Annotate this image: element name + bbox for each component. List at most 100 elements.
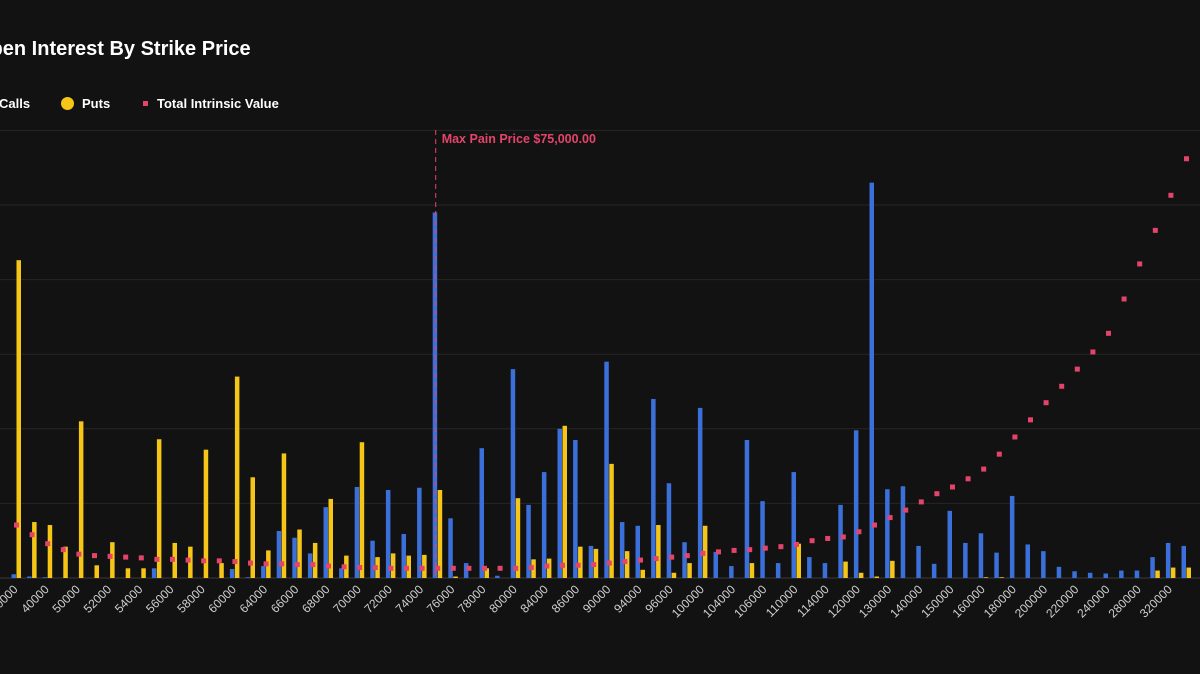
puts-bar <box>94 565 99 578</box>
calls-bar <box>1150 557 1155 578</box>
calls-bar <box>417 487 422 578</box>
calls-bar <box>651 398 656 578</box>
calls-bar <box>1087 572 1093 578</box>
intrinsic-value-point <box>263 561 269 567</box>
x-tick-label: 120000 <box>825 582 863 620</box>
x-tick-label: 72000 <box>362 582 396 616</box>
intrinsic-value-point <box>435 565 441 571</box>
puts-bar <box>578 546 583 578</box>
puts-bar <box>609 463 614 578</box>
intrinsic-value-point <box>45 541 51 547</box>
calls-bar <box>807 557 812 578</box>
puts-bar <box>16 260 21 578</box>
x-tick-label: 90000 <box>580 582 614 616</box>
calls-bar <box>1009 495 1015 578</box>
puts-bar <box>156 439 162 578</box>
intrinsic-value-point <box>60 547 66 553</box>
calls-bar <box>27 576 32 578</box>
calls-bar <box>604 361 609 578</box>
intrinsic-value-point <box>700 550 706 556</box>
calls-bar <box>573 439 578 578</box>
x-tick-label: 56000 <box>143 582 177 616</box>
intrinsic-value-point <box>1090 349 1096 355</box>
calls-bar <box>557 428 562 578</box>
calls-bar <box>822 563 828 578</box>
intrinsic-value-point <box>1152 227 1158 233</box>
intrinsic-value-point <box>232 559 238 565</box>
intrinsic-value-point <box>1012 434 1018 440</box>
calls-bar <box>729 566 734 578</box>
puts-bar <box>359 442 365 578</box>
puts-bar <box>47 525 53 578</box>
intrinsic-value-point <box>279 561 285 567</box>
legend-item-puts[interactable]: Puts <box>61 96 110 111</box>
calls-bar <box>713 551 718 578</box>
intrinsic-value-point <box>809 538 815 544</box>
intrinsic-value-point <box>856 529 862 535</box>
puts-bar <box>219 563 224 578</box>
puts-bar <box>562 425 567 578</box>
puts-bar <box>1186 567 1191 578</box>
calls-bar <box>1181 545 1186 578</box>
intrinsic-value-point <box>513 565 519 571</box>
intrinsic-value-point <box>326 563 331 569</box>
intrinsic-value-point <box>684 553 690 559</box>
intrinsic-value-point <box>170 556 175 562</box>
intrinsic-value-point <box>497 565 503 571</box>
x-tick-label: 160000 <box>950 582 988 620</box>
intrinsic-value-point <box>622 559 628 565</box>
intrinsic-value-point <box>825 535 831 541</box>
calls-bar <box>339 568 344 578</box>
puts-bar <box>999 577 1004 578</box>
x-tick-label: 40000 <box>18 582 52 616</box>
intrinsic-value-point <box>1028 417 1033 423</box>
puts-bar <box>110 542 115 578</box>
x-tick-label: 58000 <box>174 582 208 616</box>
calls-bar <box>994 552 999 578</box>
calls-bar <box>853 430 859 578</box>
intrinsic-value-point <box>1137 261 1143 267</box>
x-tick-label: 60000 <box>206 582 240 616</box>
legend-label-intrinsic: Total Intrinsic Value <box>157 96 279 111</box>
calls-bar <box>1072 571 1077 578</box>
calls-bar <box>526 504 531 578</box>
calls-bar <box>1025 544 1030 578</box>
intrinsic-value-point <box>840 534 846 540</box>
intrinsic-value-point <box>310 562 316 568</box>
calls-bar <box>963 542 968 578</box>
intrinsic-value-point <box>918 499 924 505</box>
puts-bar <box>141 568 146 578</box>
puts-bar <box>858 572 864 578</box>
calls-bar <box>276 531 282 578</box>
calls-bar <box>619 522 625 578</box>
calls-bar <box>229 569 235 578</box>
puts-bar <box>297 529 302 578</box>
puts-bar <box>890 560 895 578</box>
x-tick-label: 74000 <box>393 582 427 616</box>
puts-bar <box>250 477 255 578</box>
puts-bar <box>437 489 443 578</box>
puts-bar <box>390 553 396 578</box>
intrinsic-value-point <box>466 565 472 571</box>
puts-bar <box>796 543 801 578</box>
calls-bar <box>588 545 594 578</box>
puts-bar <box>1170 567 1176 578</box>
puts-bar <box>125 568 131 578</box>
intrinsic-value-point <box>92 553 97 559</box>
intrinsic-value-point <box>248 560 253 566</box>
calls-bar <box>463 563 469 578</box>
x-tick-label: 150000 <box>918 582 956 620</box>
intrinsic-value-point <box>669 554 675 560</box>
intrinsic-value-point <box>950 484 955 490</box>
calls-bar <box>838 504 843 578</box>
intrinsic-value-point <box>1074 366 1080 372</box>
calls-bar <box>1103 573 1108 578</box>
calls-bar <box>354 486 360 578</box>
legend-item-intrinsic[interactable]: Total Intrinsic Value <box>143 96 279 111</box>
calls-bar <box>978 533 984 578</box>
x-tick-label: 280000 <box>1106 582 1144 620</box>
legend-item-calls[interactable]: Calls <box>0 96 30 111</box>
intrinsic-value-point <box>372 565 378 571</box>
legend-label-calls: Calls <box>0 96 31 111</box>
